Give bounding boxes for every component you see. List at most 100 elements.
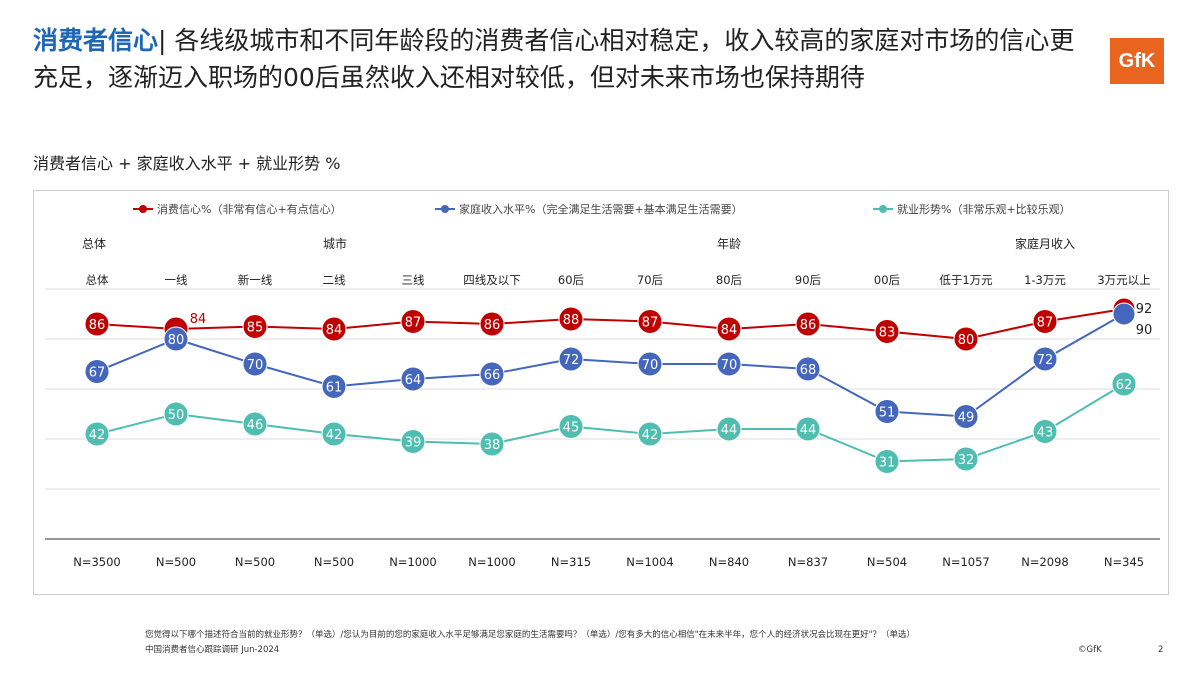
data-point bbox=[795, 356, 821, 382]
data-point bbox=[479, 361, 505, 387]
data-point bbox=[1032, 419, 1058, 444]
category-label: 70后 bbox=[637, 273, 663, 287]
data-label: 86 bbox=[484, 318, 501, 333]
legend-label: 家庭收入水平%（完全满足生活需要+基本满足生活需要） bbox=[459, 202, 743, 216]
sample-size-label: N=500 bbox=[314, 555, 354, 569]
data-label: 85 bbox=[247, 321, 264, 336]
category-label: 低于1万元 bbox=[939, 273, 993, 287]
legend-marker bbox=[139, 205, 147, 213]
data-label: 72 bbox=[1037, 353, 1054, 368]
data-point bbox=[874, 319, 900, 344]
data-label: 87 bbox=[405, 316, 422, 331]
sample-size-label: N=1000 bbox=[389, 555, 437, 569]
sample-size-label: N=1057 bbox=[942, 555, 990, 569]
page-number: 2 bbox=[1158, 645, 1164, 655]
data-point bbox=[479, 431, 505, 457]
data-label: 80 bbox=[958, 333, 975, 348]
legend-marker bbox=[441, 205, 449, 213]
data-label: 42 bbox=[326, 428, 343, 443]
data-label: 84 bbox=[326, 323, 343, 338]
data-label: 92 bbox=[1136, 302, 1153, 317]
data-label: 86 bbox=[89, 318, 106, 333]
data-point bbox=[84, 421, 110, 447]
sample-size-label: N=315 bbox=[551, 555, 591, 569]
data-label: 86 bbox=[800, 318, 817, 333]
page-title: 消费者信心| 各线级城市和不同年龄段的消费者信心相对稳定，收入较高的家庭对市场的… bbox=[33, 22, 1093, 96]
data-point bbox=[637, 309, 663, 334]
category-label: 二线 bbox=[323, 273, 346, 287]
data-point bbox=[321, 374, 347, 399]
data-point bbox=[637, 351, 663, 377]
group-label: 城市 bbox=[323, 236, 347, 251]
data-label: 83 bbox=[879, 326, 896, 341]
series-line bbox=[96, 313, 1125, 418]
data-label: 90 bbox=[1136, 323, 1153, 338]
category-label: 一线 bbox=[165, 273, 188, 287]
data-label: 45 bbox=[563, 421, 580, 436]
data-point bbox=[321, 421, 347, 447]
data-label: 87 bbox=[642, 316, 659, 331]
data-label: 44 bbox=[800, 423, 817, 438]
title-rest: | 各线级城市和不同年龄段的消费者信心相对稳定，收入较高的家庭对市场的信心更充足… bbox=[33, 26, 1075, 92]
data-point bbox=[400, 309, 426, 334]
sample-size-label: N=1004 bbox=[626, 555, 674, 569]
sample-size-label: N=1000 bbox=[468, 555, 516, 569]
data-point bbox=[242, 411, 268, 437]
sample-size-label: N=504 bbox=[867, 555, 907, 569]
category-label: 90后 bbox=[795, 273, 821, 287]
data-label: 38 bbox=[484, 438, 501, 453]
data-label: 44 bbox=[721, 423, 738, 438]
data-point bbox=[874, 399, 900, 424]
data-label: 32 bbox=[958, 453, 975, 468]
data-point bbox=[716, 351, 742, 377]
data-label: 61 bbox=[326, 381, 343, 396]
data-label: 70 bbox=[721, 358, 738, 373]
data-label: 51 bbox=[879, 406, 896, 421]
data-label: 46 bbox=[247, 418, 264, 433]
category-label: 四线及以下 bbox=[463, 273, 521, 287]
data-point bbox=[242, 351, 268, 377]
data-point bbox=[637, 421, 663, 447]
category-label: 三线 bbox=[402, 273, 425, 287]
data-point bbox=[558, 306, 584, 332]
sample-size-label: N=500 bbox=[235, 555, 275, 569]
data-label: 72 bbox=[563, 353, 580, 368]
copyright: ©GfK bbox=[1078, 645, 1102, 655]
data-label: 66 bbox=[484, 368, 501, 383]
data-label: 80 bbox=[168, 333, 185, 348]
sample-size-label: N=345 bbox=[1104, 555, 1144, 569]
data-label: 31 bbox=[879, 456, 896, 471]
data-label: 62 bbox=[1116, 378, 1133, 393]
sample-size-label: N=2098 bbox=[1021, 555, 1069, 569]
category-label: 3万元以上 bbox=[1097, 273, 1150, 287]
data-label: 67 bbox=[89, 366, 106, 381]
data-point bbox=[874, 449, 900, 474]
sample-size-label: N=837 bbox=[788, 555, 828, 569]
data-label: 84 bbox=[721, 323, 738, 338]
category-label: 1-3万元 bbox=[1024, 273, 1066, 287]
legend-label: 就业形势%（非常乐观+比较乐观） bbox=[897, 202, 1071, 216]
series-line bbox=[96, 383, 1125, 463]
data-point bbox=[558, 414, 584, 439]
data-point bbox=[242, 314, 268, 339]
data-label: 49 bbox=[958, 411, 975, 426]
group-label: 总体 bbox=[82, 237, 106, 251]
category-label: 00后 bbox=[874, 273, 900, 287]
data-label: 84 bbox=[190, 312, 207, 327]
category-label: 60后 bbox=[558, 273, 584, 287]
group-label: 家庭月收入 bbox=[1015, 236, 1075, 251]
data-point bbox=[558, 346, 584, 372]
data-label: 39 bbox=[405, 436, 422, 451]
group-label: 年龄 bbox=[717, 237, 741, 251]
category-label: 80后 bbox=[716, 273, 742, 287]
data-label: 42 bbox=[642, 428, 659, 443]
data-point bbox=[1111, 371, 1137, 397]
data-label: 42 bbox=[89, 428, 106, 443]
data-label: 70 bbox=[247, 358, 264, 373]
data-label: 64 bbox=[405, 373, 422, 388]
data-label: 43 bbox=[1037, 426, 1054, 441]
data-label: 68 bbox=[800, 363, 817, 378]
source: 中国消费者信心跟踪调研 Jun-2024 bbox=[145, 645, 280, 655]
data-point bbox=[795, 416, 821, 442]
data-point bbox=[84, 311, 110, 337]
